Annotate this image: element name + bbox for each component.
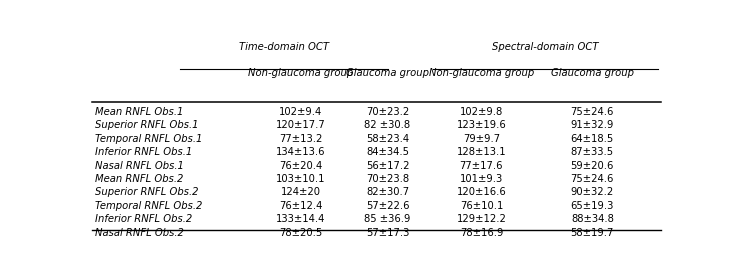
Text: Mean RNFL Obs.1: Mean RNFL Obs.1	[95, 107, 183, 117]
Text: Mean RNFL Obs.2: Mean RNFL Obs.2	[95, 174, 183, 184]
Text: 70±23.2: 70±23.2	[366, 107, 409, 117]
Text: Glaucoma group: Glaucoma group	[346, 68, 429, 78]
Text: Superior RNFL Obs.2: Superior RNFL Obs.2	[95, 187, 198, 197]
Text: 133±14.4: 133±14.4	[276, 214, 325, 224]
Text: 77±13.2: 77±13.2	[279, 134, 322, 144]
Text: 58±19.7: 58±19.7	[570, 228, 614, 238]
Text: 101±9.3: 101±9.3	[459, 174, 503, 184]
Text: 120±16.6: 120±16.6	[457, 187, 506, 197]
Text: 77±17.6: 77±17.6	[459, 161, 504, 171]
Text: 90±32.2: 90±32.2	[571, 187, 614, 197]
Text: Temporal RNFL Obs.2: Temporal RNFL Obs.2	[95, 201, 202, 211]
Text: 56±17.2: 56±17.2	[366, 161, 410, 171]
Text: 102±9.4: 102±9.4	[279, 107, 322, 117]
Text: 75±24.6: 75±24.6	[570, 107, 614, 117]
Text: 102±9.8: 102±9.8	[459, 107, 503, 117]
Text: 57±22.6: 57±22.6	[366, 201, 410, 211]
Text: 78±20.5: 78±20.5	[279, 228, 322, 238]
Text: 82±30.7: 82±30.7	[366, 187, 409, 197]
Text: 85 ±36.9: 85 ±36.9	[364, 214, 411, 224]
Text: 88±34.8: 88±34.8	[571, 214, 614, 224]
Text: Glaucoma group: Glaucoma group	[550, 68, 634, 78]
Text: 59±20.6: 59±20.6	[570, 161, 614, 171]
Text: 91±32.9: 91±32.9	[570, 120, 614, 130]
Text: Non-glaucoma group: Non-glaucoma group	[248, 68, 354, 78]
Text: Nasal RNFL Obs.1: Nasal RNFL Obs.1	[95, 161, 184, 171]
Text: Temporal RNFL Obs.1: Temporal RNFL Obs.1	[95, 134, 202, 144]
Text: 120±17.7: 120±17.7	[276, 120, 326, 130]
Text: 128±13.1: 128±13.1	[457, 147, 506, 157]
Text: 57±17.3: 57±17.3	[366, 228, 410, 238]
Text: 82 ±30.8: 82 ±30.8	[365, 120, 410, 130]
Text: 78±16.9: 78±16.9	[459, 228, 503, 238]
Text: 124±20: 124±20	[281, 187, 321, 197]
Text: 76±20.4: 76±20.4	[279, 161, 322, 171]
Text: Time-domain OCT: Time-domain OCT	[239, 42, 329, 52]
Text: 64±18.5: 64±18.5	[571, 134, 614, 144]
Text: 58±23.4: 58±23.4	[366, 134, 409, 144]
Text: 87±33.5: 87±33.5	[571, 147, 614, 157]
Text: 84±34.5: 84±34.5	[366, 147, 409, 157]
Text: Nasal RNFL Obs.2: Nasal RNFL Obs.2	[95, 228, 184, 238]
Text: 65±19.3: 65±19.3	[570, 201, 614, 211]
Text: 75±24.6: 75±24.6	[570, 174, 614, 184]
Text: Non-glaucoma group: Non-glaucoma group	[429, 68, 534, 78]
Text: Inferior RNFL Obs.1: Inferior RNFL Obs.1	[95, 147, 192, 157]
Text: 76±10.1: 76±10.1	[459, 201, 503, 211]
Text: 134±13.6: 134±13.6	[276, 147, 326, 157]
Text: 129±12.2: 129±12.2	[457, 214, 506, 224]
Text: 103±10.1: 103±10.1	[276, 174, 326, 184]
Text: Inferior RNFL Obs.2: Inferior RNFL Obs.2	[95, 214, 192, 224]
Text: Superior RNFL Obs.1: Superior RNFL Obs.1	[95, 120, 198, 130]
Text: 79±9.7: 79±9.7	[463, 134, 500, 144]
Text: 123±19.6: 123±19.6	[457, 120, 506, 130]
Text: 76±12.4: 76±12.4	[279, 201, 322, 211]
Text: 70±23.8: 70±23.8	[366, 174, 409, 184]
Text: Spectral-domain OCT: Spectral-domain OCT	[493, 42, 599, 52]
